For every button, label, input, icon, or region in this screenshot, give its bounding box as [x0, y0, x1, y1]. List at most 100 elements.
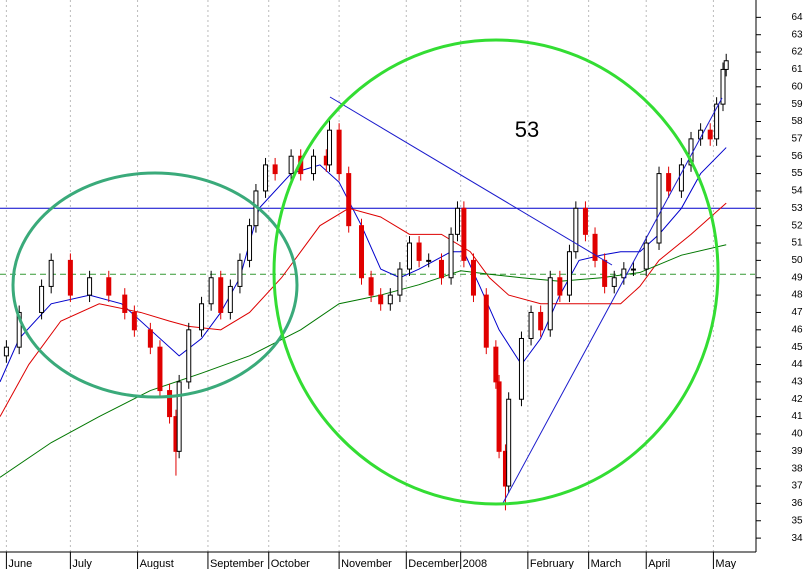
x-tick-label: March [591, 558, 622, 569]
candle-body [87, 277, 93, 296]
candle-body [327, 129, 333, 166]
candle-body [147, 329, 153, 348]
y-tick-label: 47 [791, 307, 803, 318]
y-tick-label: 46 [791, 324, 803, 335]
candle-body [678, 164, 684, 192]
candle-body [122, 294, 128, 313]
candle-body [247, 225, 253, 261]
candle-body [506, 398, 512, 487]
candle-body [167, 390, 173, 418]
candle-body [311, 155, 317, 175]
y-tick-label: 64 [791, 12, 803, 23]
y-tick-label: 49 [791, 272, 803, 283]
x-tick-label: September [210, 558, 264, 569]
candle-body [39, 285, 45, 313]
candle-body [426, 259, 432, 262]
y-tick-label: 43 [791, 377, 803, 388]
candle-body [359, 225, 365, 279]
candle-body [582, 207, 588, 235]
candle-body [611, 277, 617, 287]
candle-body [378, 294, 384, 305]
candle-body [227, 285, 233, 313]
x-tick-label: December [408, 558, 459, 569]
candle-body [643, 242, 649, 270]
y-tick-label: 61 [791, 64, 803, 75]
candle-body [592, 233, 598, 261]
candle-body [496, 381, 502, 452]
y-tick-label: 34 [791, 533, 803, 544]
annotation: 53 [515, 117, 539, 142]
candle-body [720, 68, 726, 105]
y-tick-label: 35 [791, 515, 803, 526]
candle-body [714, 103, 720, 140]
candle-body [438, 259, 444, 279]
y-tick-label: 37 [791, 481, 803, 492]
highlight-circle [272, 38, 720, 506]
x-tick-label: June [8, 558, 32, 569]
candle-body [528, 311, 534, 339]
y-tick-label: 44 [791, 359, 803, 370]
candle-body [346, 173, 352, 227]
moving-average [0, 202, 727, 417]
candle-body [656, 173, 662, 244]
candle-body [131, 311, 137, 331]
candle-body [397, 268, 403, 296]
y-tick-label: 48 [791, 290, 803, 301]
axes: 34 35 36 37 38 39 40 41 42 43 44 45 46 47 48 49 50 51 52 53… [5, 12, 803, 569]
candle-body [237, 259, 243, 287]
y-tick-label: 45 [791, 342, 803, 353]
candle-body [272, 164, 278, 175]
candle-body [176, 381, 182, 452]
candle-body [454, 207, 460, 235]
x-tick-label: October [271, 558, 310, 569]
candle-body [263, 164, 269, 192]
candle-body [406, 242, 412, 270]
candle-body [538, 311, 544, 331]
y-tick-label: 62 [791, 47, 803, 58]
candle-body [493, 346, 499, 383]
y-tick-label: 40 [791, 429, 803, 440]
trend-line [502, 97, 723, 504]
y-tick-label: 60 [791, 81, 803, 92]
x-tick-label: 2008 [463, 558, 487, 569]
candle-body [157, 346, 163, 392]
y-tick-label: 36 [791, 498, 803, 509]
candle-body [106, 277, 112, 296]
y-tick-label: 50 [791, 255, 803, 266]
candle-body [547, 277, 553, 331]
candle-body [461, 207, 467, 261]
candle-body [621, 268, 627, 279]
candle-body [518, 337, 524, 400]
y-tick-label: 58 [791, 116, 803, 127]
candle-body [566, 251, 572, 296]
candle-body [48, 259, 54, 287]
candle-body [483, 294, 489, 348]
x-tick-label: July [72, 558, 92, 569]
x-tick-label: April [648, 558, 670, 569]
candle-body [368, 277, 374, 296]
candle-body [67, 259, 73, 296]
candle-body [16, 311, 22, 348]
candle-body [218, 277, 224, 313]
candle-body [723, 60, 729, 70]
y-tick-label: 38 [791, 463, 803, 474]
candle-body [288, 155, 294, 175]
x-tick-label: February [530, 558, 575, 569]
y-tick-label: 51 [791, 238, 803, 249]
candle-body [199, 303, 205, 331]
y-tick-label: 52 [791, 220, 803, 231]
candle-body [470, 259, 476, 296]
x-tick-label: August [140, 558, 174, 569]
candle-body [602, 259, 608, 287]
candle-body [336, 129, 342, 175]
y-tick-label: 57 [791, 134, 803, 145]
candle-body [448, 233, 454, 279]
candle-body [557, 277, 563, 296]
x-tick-label: November [341, 558, 392, 569]
y-tick-label: 59 [791, 99, 803, 110]
candle-body [416, 242, 422, 261]
y-tick-label: 39 [791, 446, 803, 457]
candle-body [208, 277, 214, 305]
y-tick-label: 55 [791, 168, 803, 179]
